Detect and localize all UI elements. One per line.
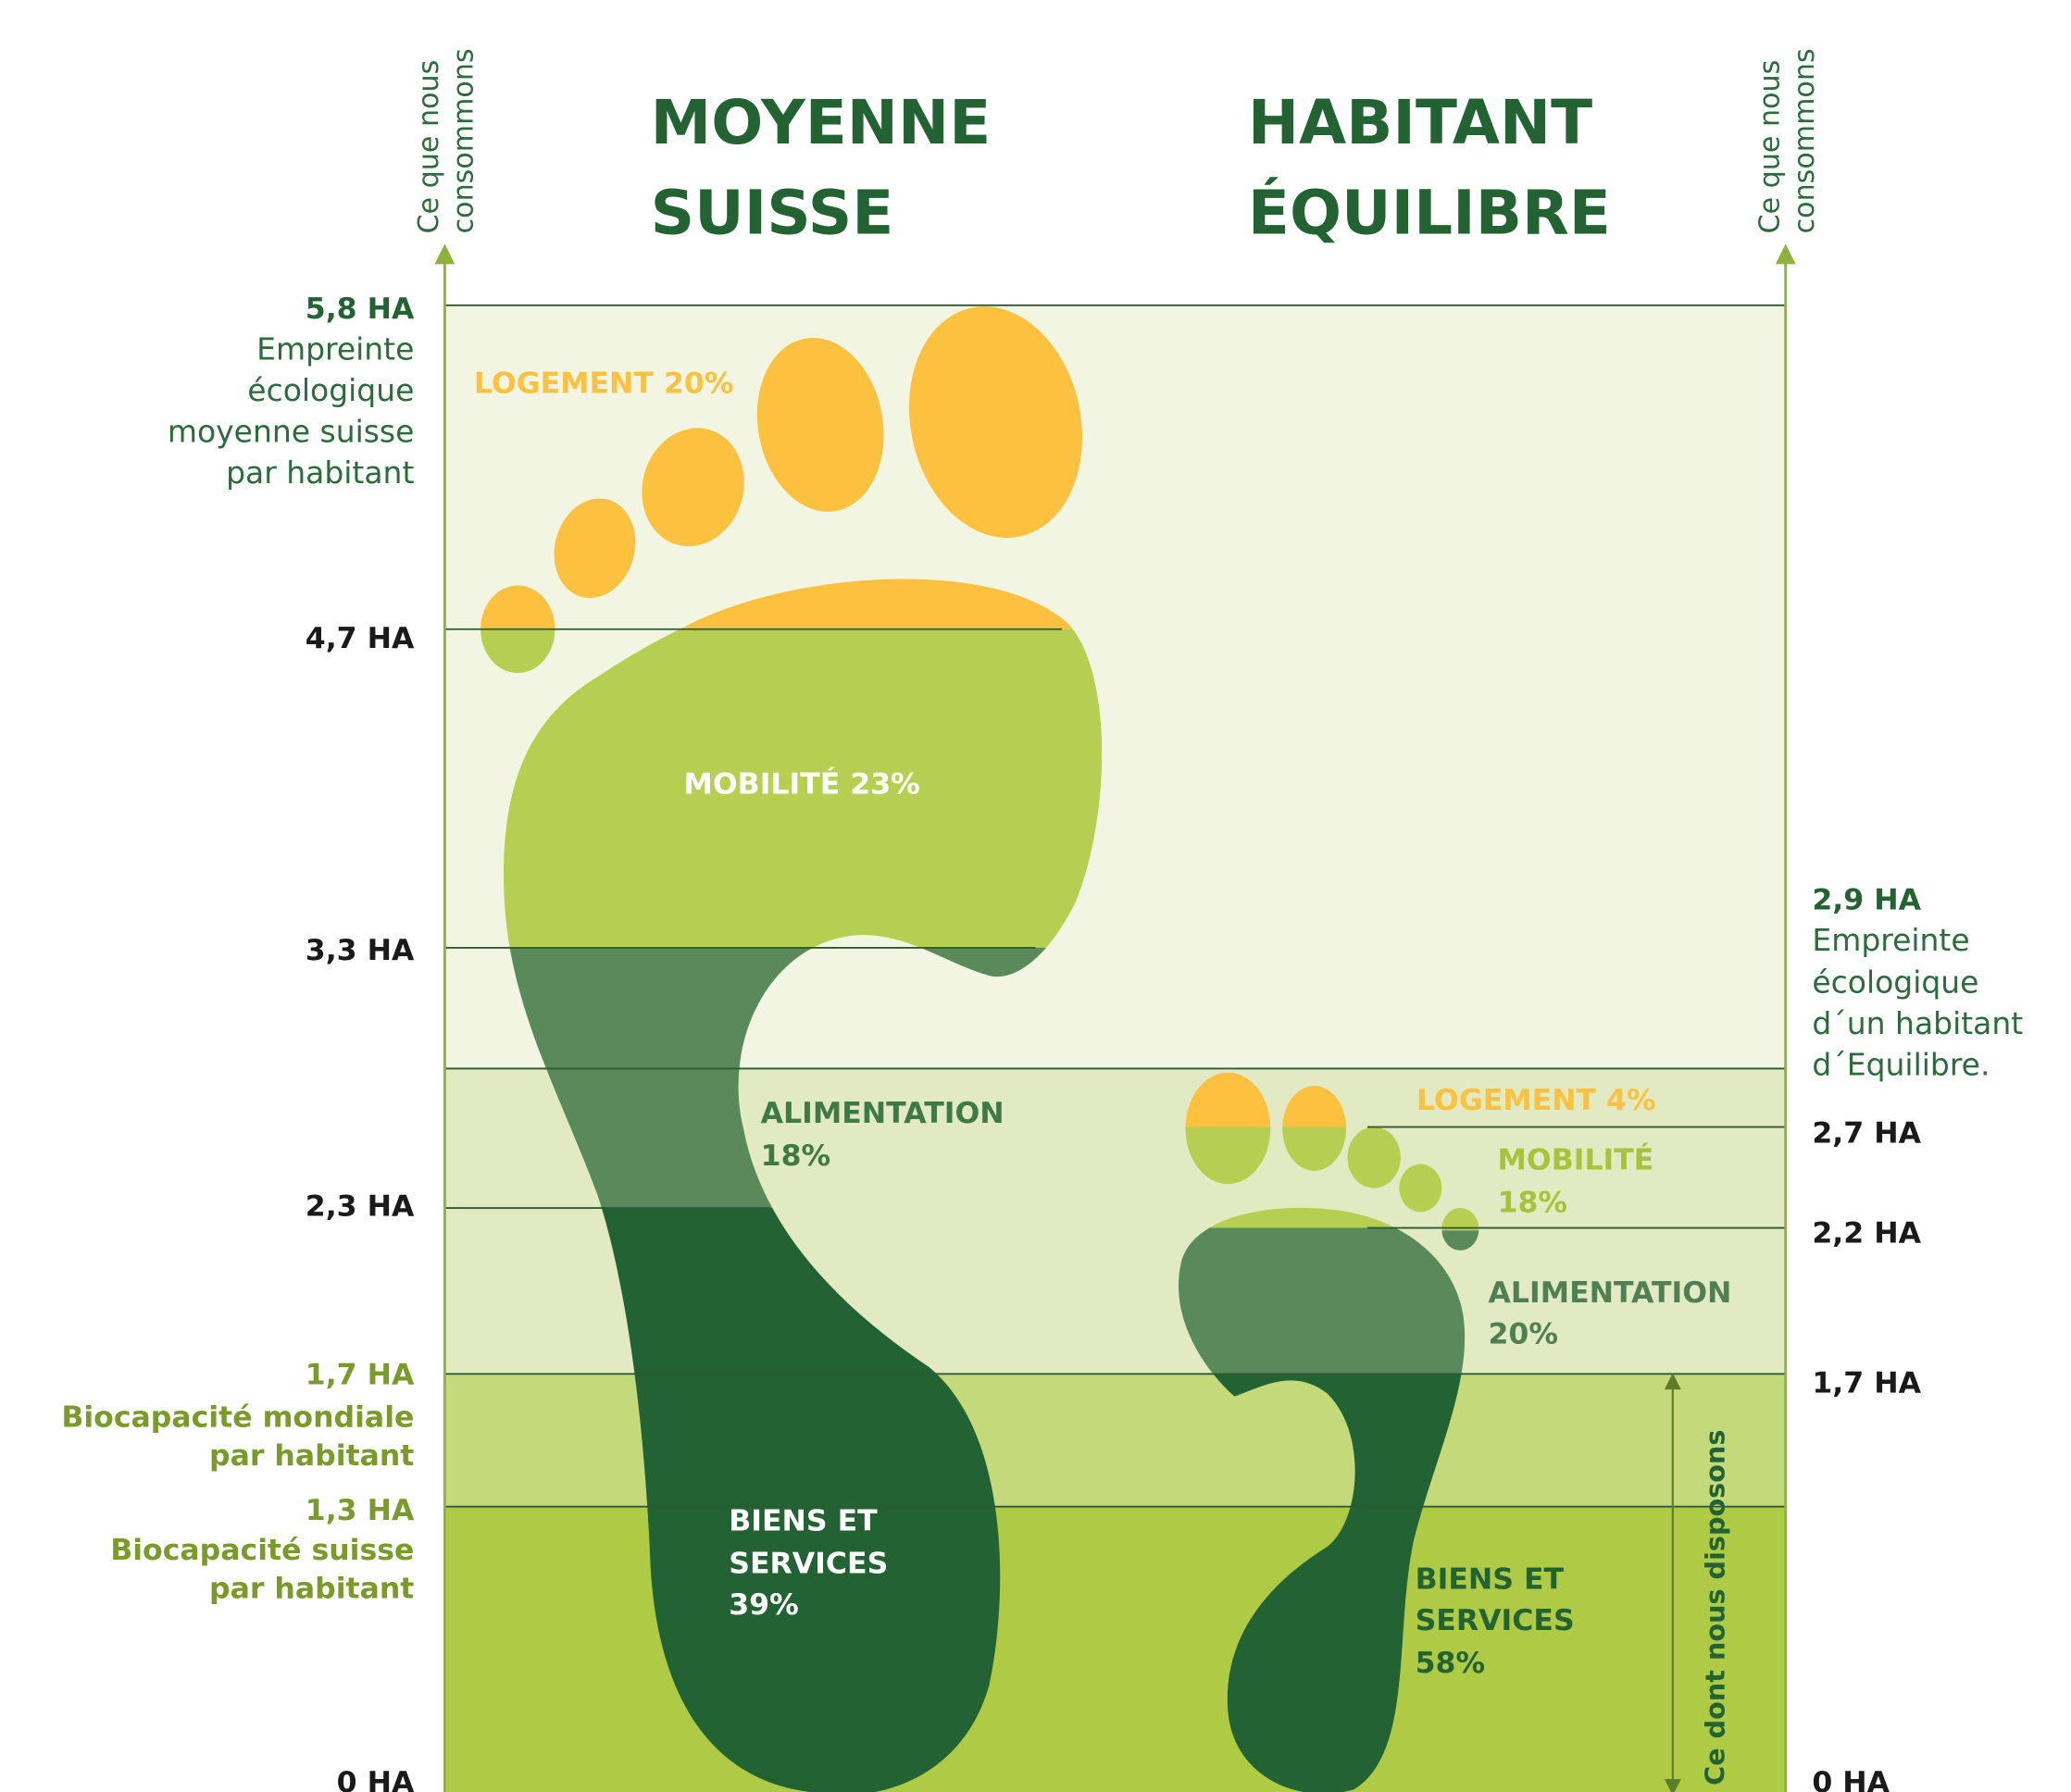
swiss-toes: [480, 306, 1083, 674]
level-label: 1,7 HA: [1812, 1366, 1921, 1400]
level-note: Biocapacité mondiale: [61, 1401, 414, 1435]
level-note: moyenne suisse: [168, 414, 415, 450]
level-label: 0 HA: [1812, 1766, 1890, 1792]
title: SUISSE: [651, 177, 894, 248]
level-label: 5,8 HA: [306, 292, 415, 326]
level-label: 1,7 HA: [306, 1359, 415, 1392]
level-note: d´Equilibre.: [1812, 1047, 1990, 1083]
segment-label: BIENS ET: [1416, 1563, 1565, 1597]
available-arrow: [1664, 1373, 1681, 1792]
level-note: par habitant: [209, 1439, 414, 1473]
segment-label: SERVICES: [1416, 1604, 1575, 1637]
segment-label: 20%: [1488, 1317, 1557, 1350]
level-note: Empreinte: [1812, 922, 1969, 958]
level-lines: [444, 304, 1786, 1508]
segment-label: MOBILITÉ 23%: [683, 766, 919, 802]
segment-label: LOGEMENT 20%: [474, 367, 733, 400]
right-scale: 2,9 HA Empreinte écologique d´un habitan…: [1812, 883, 2023, 1792]
axis-label: consommons: [447, 48, 480, 233]
level-note: par habitant: [209, 1573, 414, 1606]
level-label: 3,3 HA: [306, 934, 415, 967]
level-label: 1,3 HA: [306, 1494, 415, 1527]
level-label: 2,9 HA: [1812, 883, 1921, 916]
segment-label: 58%: [1416, 1647, 1485, 1680]
segment-label: ALIMENTATION: [1488, 1276, 1731, 1310]
axis-label: Ce que nous: [1754, 60, 1787, 234]
level-note: écologique: [247, 372, 414, 408]
segment-label: ALIMENTATION: [761, 1097, 1004, 1130]
axis-label: consommons: [1789, 48, 1821, 233]
band-swiss: [444, 1506, 1786, 1792]
segment-label: 18%: [1498, 1186, 1567, 1219]
title: MOYENNE: [651, 87, 992, 158]
level-label: 2,7 HA: [1812, 1117, 1921, 1151]
segment-label: 39%: [729, 1588, 798, 1622]
segment-label: LOGEMENT 4%: [1416, 1084, 1656, 1117]
title: ÉQUILIBRE: [1248, 176, 1611, 248]
axes: [434, 243, 1796, 1792]
level-note: par habitant: [226, 454, 414, 491]
level-note: Empreinte: [256, 331, 414, 367]
left-scale: 5,8 HA Empreinte écologique moyenne suis…: [61, 292, 415, 1792]
segment-label: BIENS ET: [729, 1504, 878, 1537]
level-note: Biocapacité suisse: [110, 1534, 414, 1567]
segment-label: 18%: [761, 1139, 830, 1173]
level-label: 2,3 HA: [306, 1190, 415, 1224]
segment-label: MOBILITÉ: [1498, 1141, 1654, 1176]
level-label: 2,2 HA: [1812, 1216, 1921, 1250]
segment-label: SERVICES: [729, 1547, 888, 1580]
title: HABITANT: [1248, 87, 1592, 158]
level-label: 4,7 HA: [306, 622, 415, 655]
level-note: d´un habitant: [1812, 1005, 2023, 1041]
level-note: écologique: [1812, 964, 1978, 1001]
level-label: 0 HA: [337, 1766, 415, 1792]
axis-label: Ce que nous: [413, 60, 445, 234]
axis-label: Ce dont nous disposons: [1700, 1430, 1731, 1786]
